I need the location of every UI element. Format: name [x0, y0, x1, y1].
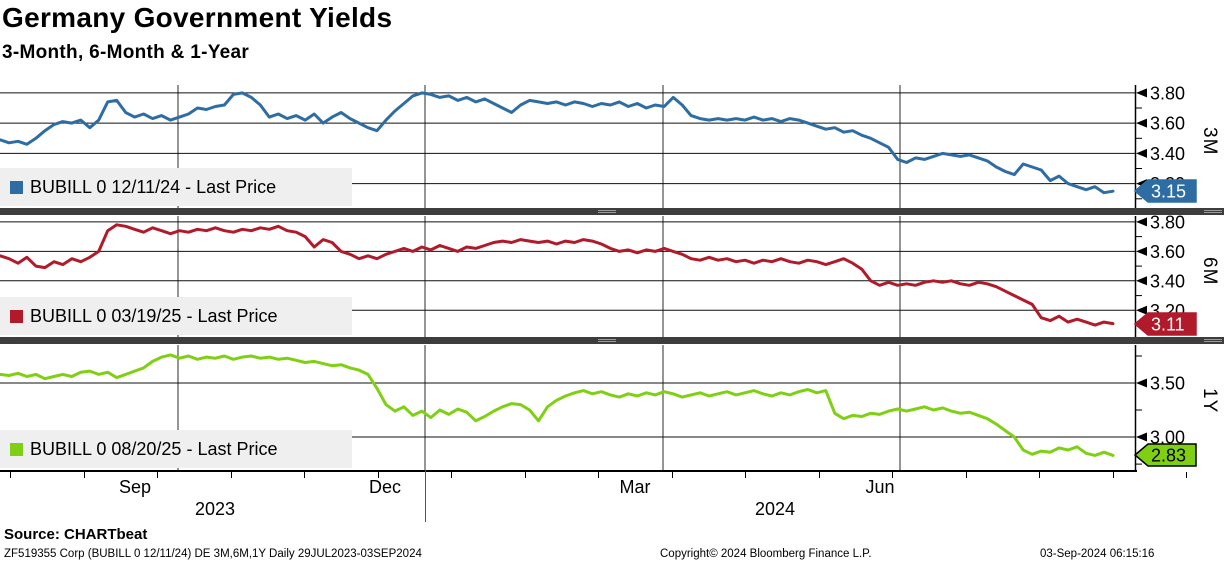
chart-panel-6m: 3.80 3.60 3.40 3.20 BUBILL 0 03/19/25 - Last… — [0, 212, 1224, 337]
last-price-value: 2.83 — [1151, 446, 1186, 466]
chart-title: Germany Government Yields — [2, 2, 393, 33]
x-tick — [1113, 472, 1114, 478]
panel-separator-bar — [0, 337, 1224, 344]
chart-panel-1y: 3.50 3.00 BUBILL 0 08/20/25 - Last Price 2.… — [0, 345, 1224, 470]
legend-item[interactable]: BUBILL 0 03/19/25 - Last Price — [0, 297, 352, 335]
x-axis-line — [0, 470, 1137, 472]
y-tick-arrow — [1136, 148, 1147, 158]
price-line — [0, 353, 1115, 457]
year-separator-line — [425, 470, 426, 522]
x-tick — [745, 472, 746, 478]
last-price-value: 3.15 — [1151, 182, 1186, 202]
y-tick-label: 3.40 — [1150, 271, 1185, 291]
chart-subtitle: 3-Month, 6-Month & 1-Year — [2, 42, 250, 63]
footer-datetime: 03-Sep-2024 06:15:16 — [1040, 548, 1155, 560]
y-tick-arrow — [1136, 217, 1147, 227]
last-price-value: 3.11 — [1151, 315, 1185, 335]
y-tick-arrow — [1136, 305, 1147, 315]
legend-swatch-icon — [10, 442, 23, 456]
x-tick — [10, 472, 11, 478]
last-price-badge-svg: 3.11 — [1133, 312, 1197, 336]
x-tick — [84, 472, 85, 478]
footer-security-id: ZF519355 Corp (BUBILL 0 12/11/24) DE 3M,… — [4, 548, 422, 560]
legend-item[interactable]: BUBILL 0 12/11/24 - Last Price — [0, 168, 352, 206]
x-tick — [819, 472, 820, 478]
x-tick — [598, 472, 599, 478]
x-tick — [231, 472, 232, 478]
legend-label: BUBILL 0 08/20/25 - Last Price — [30, 438, 278, 459]
x-tick — [451, 472, 452, 478]
x-tick — [378, 472, 379, 478]
y-tick-arrow — [1136, 432, 1147, 442]
last-price-badge-svg: 3.15 — [1133, 179, 1197, 203]
y-tick-label: 3.60 — [1150, 114, 1185, 134]
x-year-label: 2023 — [194, 499, 236, 519]
y-tick-label: 3.40 — [1150, 144, 1185, 164]
panel-axis-label: 3M — [1199, 126, 1220, 155]
x-tick — [892, 472, 893, 478]
y-tick-label: 3.60 — [1150, 242, 1185, 262]
legend-label: BUBILL 0 03/19/25 - Last Price — [30, 305, 278, 326]
legend-item[interactable]: BUBILL 0 08/20/25 - Last Price — [0, 430, 352, 468]
y-tick-arrow — [1136, 88, 1147, 98]
panel-axis-label: 6M — [1199, 256, 1220, 285]
legend-swatch-icon — [10, 309, 23, 323]
legend-swatch-icon — [10, 180, 23, 194]
y-tick-label: 3.80 — [1150, 212, 1185, 232]
panel-resize-handle[interactable] — [1204, 338, 1222, 343]
footer-copyright: Copyright© 2024 Bloomberg Finance L.P. — [660, 548, 872, 560]
x-tick — [304, 472, 305, 478]
x-month-label: Jun — [865, 477, 895, 497]
panel-resize-handle[interactable] — [1204, 209, 1222, 214]
x-tick — [157, 472, 158, 478]
x-month-label: Mar — [619, 477, 651, 497]
y-tick-label: 3.50 — [1150, 374, 1185, 394]
last-price-badge-svg: 2.83 — [1133, 443, 1197, 467]
panel-separator-bar — [0, 208, 1224, 215]
x-tick — [672, 472, 673, 478]
x-tick — [1186, 472, 1187, 478]
y-tick-arrow — [1136, 276, 1147, 286]
x-tick — [525, 472, 526, 478]
panel-resize-handle[interactable] — [598, 338, 616, 343]
y-tick-arrow — [1136, 246, 1147, 256]
footer-source: Source: CHARTbeat — [4, 526, 148, 543]
panel-axis-label: 1Y — [1199, 387, 1220, 413]
price-line — [0, 223, 1115, 327]
panel-plot-svg: 3.803.603.403.20 — [0, 83, 1185, 208]
y-tick-arrow — [1136, 118, 1147, 128]
x-month-label: Sep — [118, 477, 152, 497]
legend-label: BUBILL 0 12/11/24 - Last Price — [30, 176, 277, 197]
price-line — [0, 91, 1115, 195]
y-tick-label: 3.80 — [1150, 83, 1185, 103]
x-month-label: Dec — [368, 477, 402, 497]
y-tick-arrow — [1136, 378, 1147, 388]
x-year-label: 2024 — [754, 499, 796, 519]
x-tick — [966, 472, 967, 478]
panel-resize-handle[interactable] — [598, 209, 616, 214]
x-tick — [1039, 472, 1040, 478]
y-tick-label: 3.00 — [1150, 428, 1185, 448]
